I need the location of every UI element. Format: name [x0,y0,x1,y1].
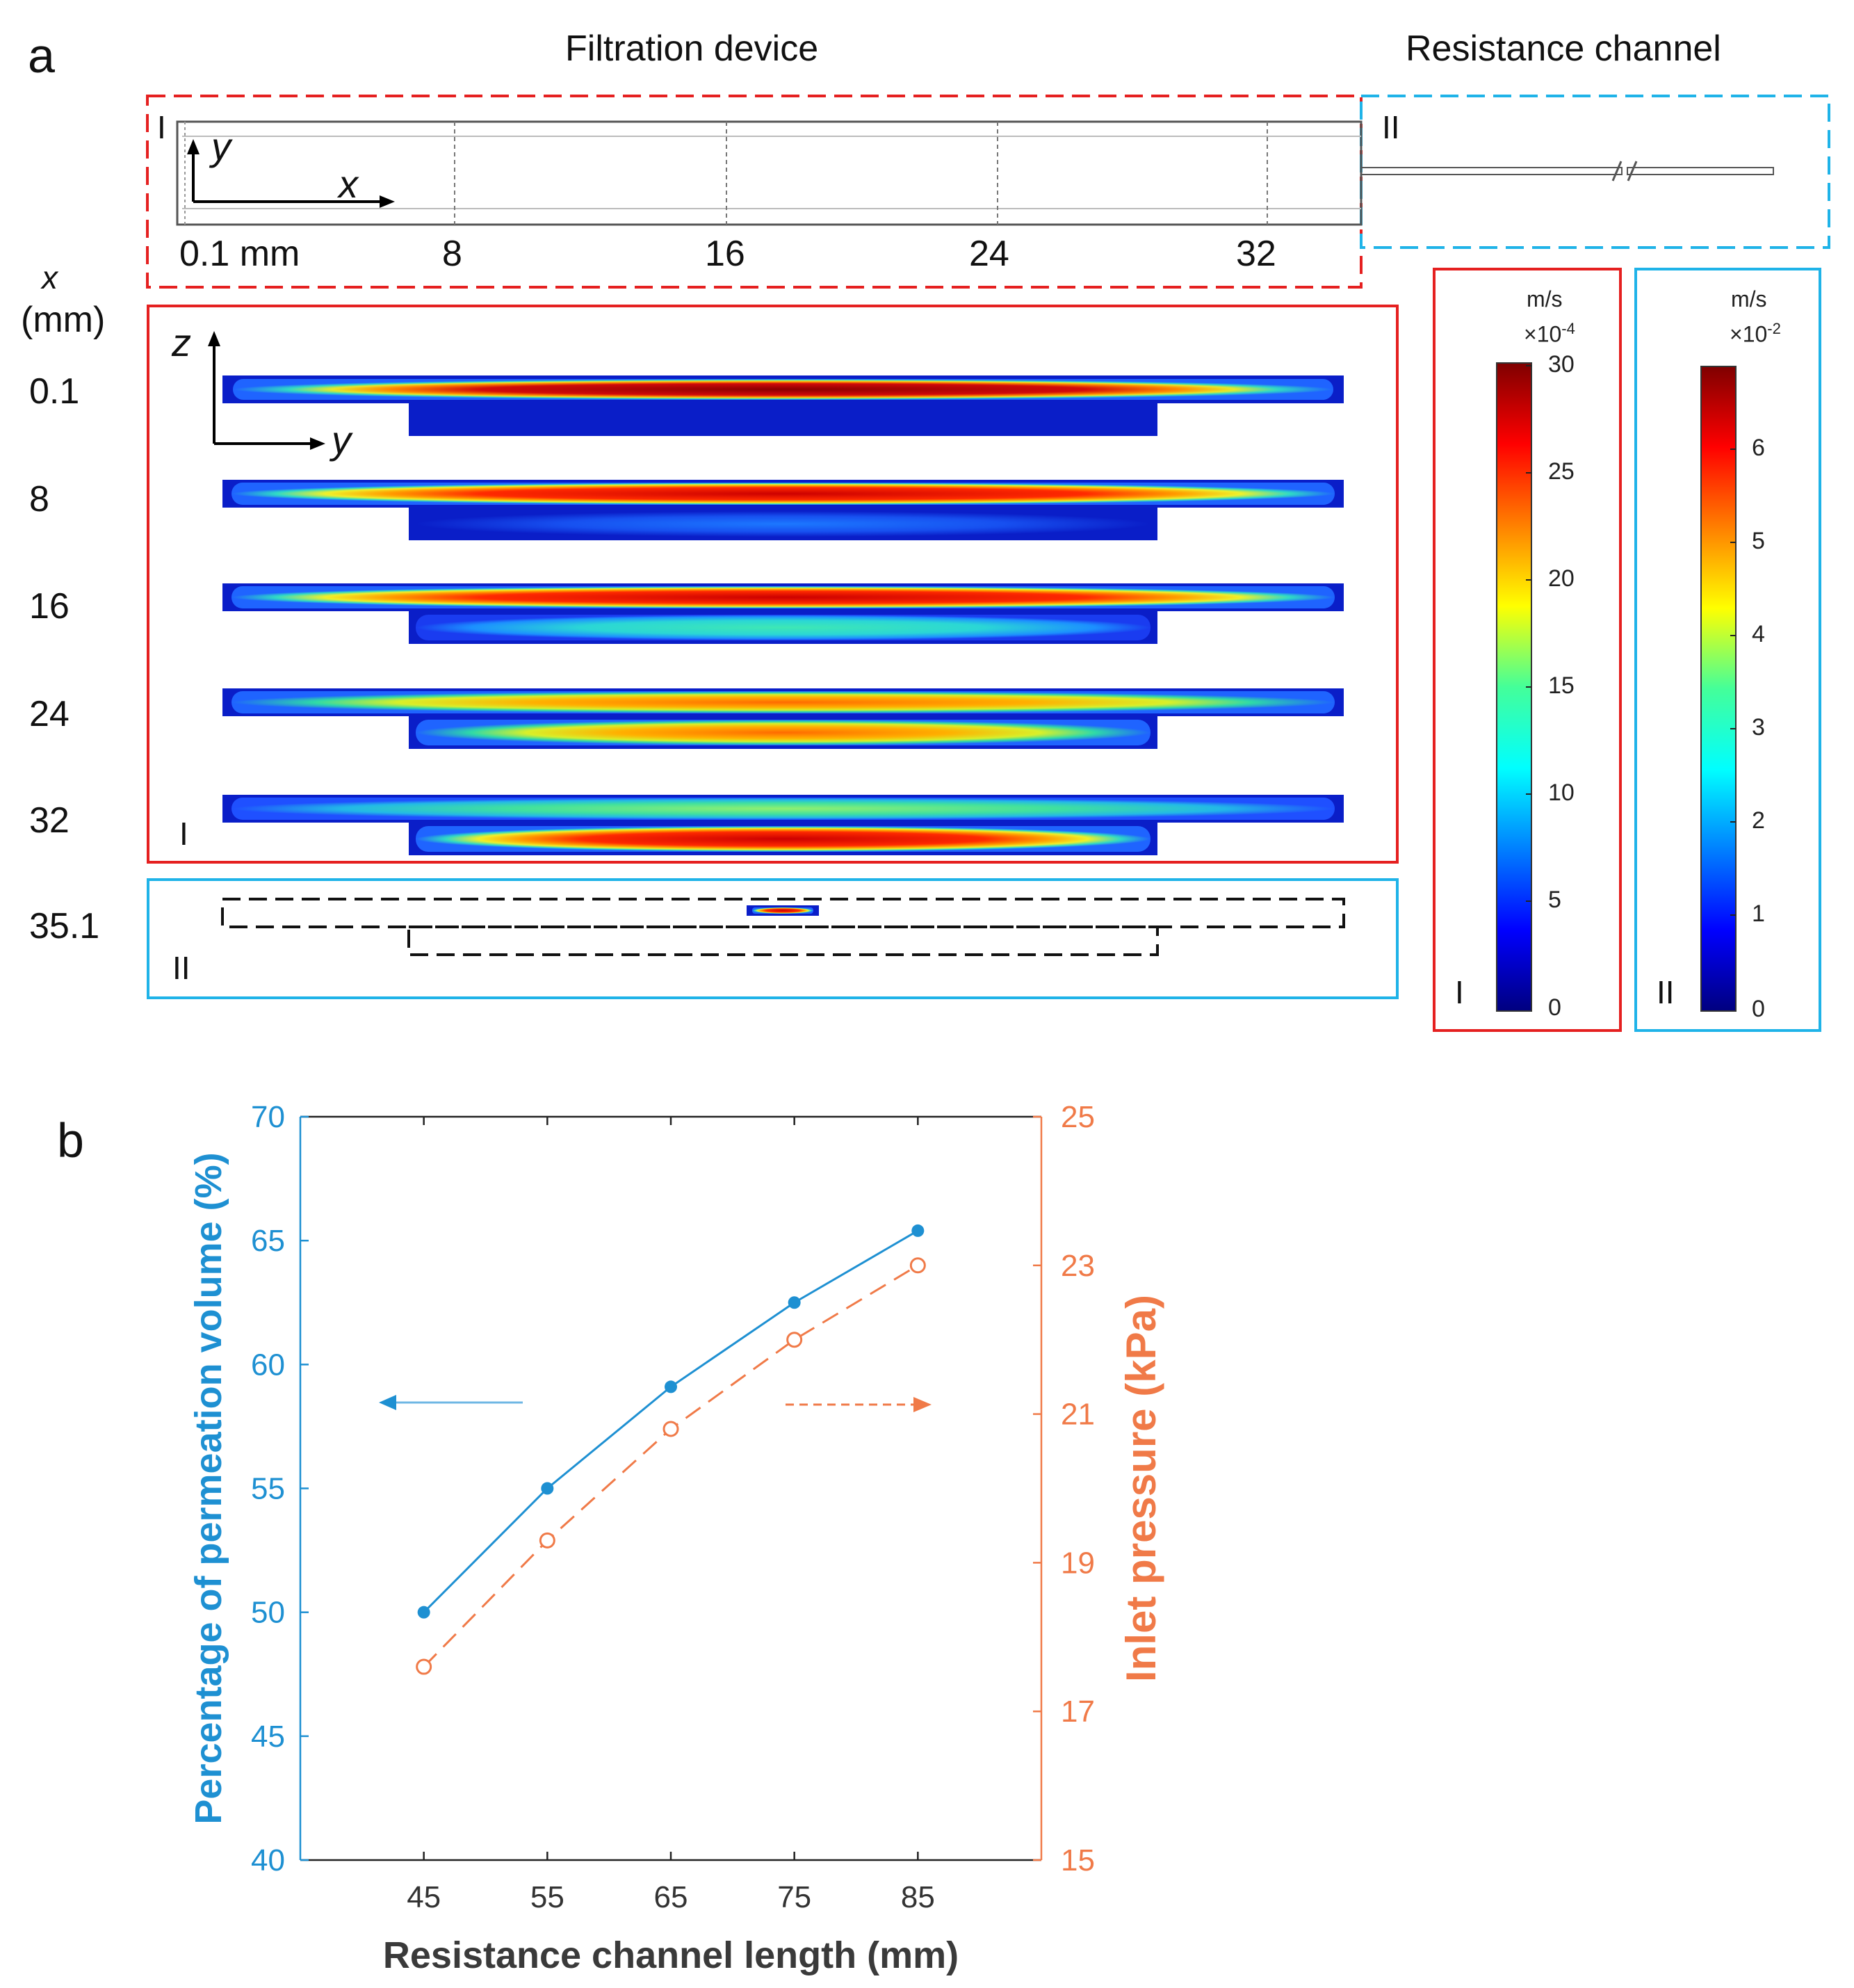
series-pressure-point [786,1332,803,1348]
y-right-tick-label: 15 [1061,1843,1095,1877]
colorbar-I-tick: 15 [1548,672,1575,699]
y-right-tick-label: 21 [1061,1398,1095,1432]
right-axis-arrowhead [913,1397,932,1412]
colorbar-I-tick: 25 [1548,458,1575,485]
top-view-x-tick: 24 [969,234,1009,274]
section-lower-outline [407,926,1159,956]
x-label-top: x [42,259,58,296]
colorbar-II-roman: II [1657,974,1675,1010]
series-permeation-point [911,1224,925,1237]
top-view-x-tick: 8 [442,234,462,274]
filtration-device-header: Filtration device [565,29,819,69]
y-right-tick-label: 17 [1061,1695,1095,1729]
y-left-tick-label: 55 [251,1472,285,1506]
y-left-tick-label: 40 [251,1843,285,1877]
series-pressure-point [539,1532,555,1549]
cross-section-box-II [147,878,1399,999]
colorbars [1433,268,1821,1032]
top-view-x-tick: 16 [705,234,745,274]
y-left-tick-label: 70 [251,1100,285,1134]
section-upper-outline [221,898,1345,928]
colorbar-I-scale: ×10-4 [1524,320,1575,347]
row-label: 35.1 [29,906,100,946]
x-axis-label: Resistance channel length (mm) [383,1934,959,1976]
series-permeation-point [665,1380,677,1393]
x-tick-label: 55 [530,1880,564,1914]
series-permeation-point [788,1296,801,1309]
y-left-tick-label: 50 [251,1596,285,1630]
y-axis-right-label: Inlet pressure (kPa) [1118,1295,1164,1682]
top-view-x-tick: 0.1 mm [179,234,300,274]
cross-section-roman-II: II [172,950,190,986]
colorbar-I-tick: 30 [1548,351,1575,378]
left-axis-arrowhead [379,1395,396,1410]
x-label-unit: (mm) [21,300,106,340]
colorbar-I-tick: 5 [1548,887,1561,913]
row-label: 0.1 [29,371,80,412]
colorbar-II-tick: 4 [1752,621,1765,647]
series-permeation-point [541,1482,554,1495]
colorbar-II [1700,366,1737,1012]
resistance-channel-shape [1360,167,1623,175]
top-view-y-axis-label: y [211,124,231,168]
colorbar-I [1496,362,1532,1012]
series-permeation-point [417,1606,430,1619]
y-right-tick-label: 23 [1061,1249,1095,1283]
line-chart: 45 55 65 75 85 40 45 50 55 60 65 70 15 17 19 21 23 25 Resi… [188,1100,1164,1976]
top-view-x-axis-label: x [339,162,358,206]
x-tick-label: 65 [654,1880,688,1914]
series-pressure-point [416,1658,432,1675]
colorbar-II-tick: 2 [1752,807,1765,834]
colorbar-box-I [1433,268,1622,1032]
series-pressure-point [909,1257,926,1274]
cross-section-diagram [147,305,1399,999]
y-left-tick-label: 45 [251,1720,285,1754]
cross-section-box-I [147,305,1399,864]
colorbar-II-tick: 5 [1752,528,1765,554]
row-label: 32 [29,800,70,841]
colorbar-II-tick: 0 [1752,996,1765,1022]
y-left-tick-label: 65 [251,1224,285,1258]
row-label: 16 [29,586,70,627]
colorbar-I-tick: 10 [1548,779,1575,806]
resistance-channel-header: Resistance channel [1406,29,1721,69]
y-right-tick-label: 25 [1061,1100,1095,1134]
colorbar-II-tick: 6 [1752,435,1765,461]
panel-a-letter: a [28,29,55,83]
colorbar-I-unit: m/s [1527,286,1563,312]
row-label: 8 [29,479,49,519]
colorbar-II-tick: 1 [1752,900,1765,927]
x-tick-label: 75 [777,1880,811,1914]
top-view-x-tick: 32 [1236,234,1276,274]
series-pressure-point [662,1421,679,1437]
colorbar-I-roman: I [1455,974,1464,1010]
y-right-tick-label: 19 [1061,1546,1095,1580]
x-tick-label: 85 [901,1880,935,1914]
cross-section-z-axis-label: z [172,321,191,364]
cross-section-roman-I: I [179,816,188,852]
colorbar-I-tick: 20 [1548,565,1575,592]
top-view-roman-II: II [1382,109,1400,145]
cross-section-y-axis-label: y [332,418,351,462]
y-axis-left-label: Percentage of permeation volume (%) [188,1152,229,1824]
top-view-roman-I: I [157,109,166,145]
colorbar-II-scale: ×10-2 [1730,320,1781,347]
section-lower [409,403,1157,436]
top-view-diagram [146,95,1830,289]
colorbar-box-II [1634,268,1821,1032]
panel-b-letter: b [57,1113,84,1167]
colorbar-II-unit: m/s [1731,286,1767,312]
x-tick-label: 45 [407,1880,441,1914]
row-label: 24 [29,694,70,734]
colorbar-II-tick: 3 [1752,714,1765,741]
y-left-tick-label: 60 [251,1348,285,1382]
colorbar-I-tick: 0 [1548,994,1561,1021]
series-pressure-line [423,1264,919,1668]
